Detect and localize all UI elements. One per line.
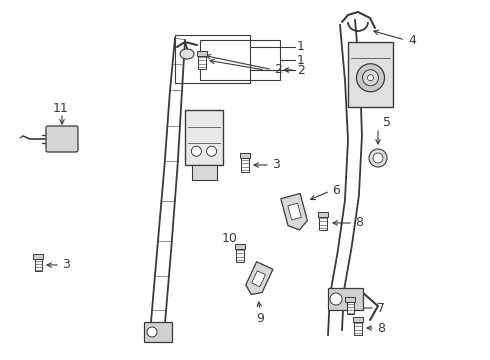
Text: 2: 2 — [297, 63, 305, 77]
FancyBboxPatch shape — [197, 50, 207, 55]
Text: 1: 1 — [297, 54, 305, 67]
Circle shape — [330, 293, 342, 305]
FancyBboxPatch shape — [318, 211, 328, 216]
Text: 10: 10 — [222, 231, 238, 244]
Circle shape — [368, 75, 373, 81]
Circle shape — [369, 149, 387, 167]
Text: 6: 6 — [332, 184, 340, 198]
Text: 1: 1 — [297, 40, 305, 54]
Circle shape — [363, 70, 378, 86]
FancyBboxPatch shape — [319, 216, 327, 230]
Bar — [328, 288, 363, 310]
FancyBboxPatch shape — [240, 153, 250, 158]
Bar — [348, 42, 393, 107]
Text: 8: 8 — [355, 216, 363, 230]
FancyBboxPatch shape — [46, 126, 78, 152]
Polygon shape — [246, 262, 273, 294]
Text: 4: 4 — [408, 33, 416, 46]
Text: 3: 3 — [272, 158, 280, 171]
FancyBboxPatch shape — [346, 302, 353, 314]
Polygon shape — [288, 203, 301, 220]
Text: 11: 11 — [53, 102, 69, 114]
Text: 7: 7 — [377, 302, 385, 315]
FancyBboxPatch shape — [198, 55, 206, 68]
Text: 2: 2 — [274, 63, 282, 76]
Bar — [192, 165, 217, 180]
Circle shape — [207, 146, 217, 156]
Circle shape — [192, 146, 201, 156]
FancyBboxPatch shape — [241, 158, 249, 172]
FancyBboxPatch shape — [34, 259, 42, 271]
Text: 8: 8 — [377, 321, 385, 334]
FancyBboxPatch shape — [353, 316, 363, 321]
Circle shape — [357, 64, 385, 92]
FancyBboxPatch shape — [33, 254, 43, 259]
Circle shape — [147, 327, 157, 337]
Polygon shape — [281, 194, 307, 230]
Circle shape — [373, 153, 383, 163]
Text: 5: 5 — [383, 116, 391, 129]
Polygon shape — [252, 271, 266, 287]
Text: 9: 9 — [256, 311, 264, 324]
Text: 3: 3 — [62, 258, 70, 271]
FancyBboxPatch shape — [236, 248, 244, 261]
Bar — [175, 35, 250, 83]
FancyBboxPatch shape — [235, 243, 245, 248]
FancyBboxPatch shape — [354, 321, 362, 334]
Bar — [200, 40, 280, 80]
Bar — [144, 322, 172, 342]
FancyBboxPatch shape — [345, 297, 355, 302]
Ellipse shape — [180, 49, 194, 59]
Bar — [185, 110, 223, 165]
